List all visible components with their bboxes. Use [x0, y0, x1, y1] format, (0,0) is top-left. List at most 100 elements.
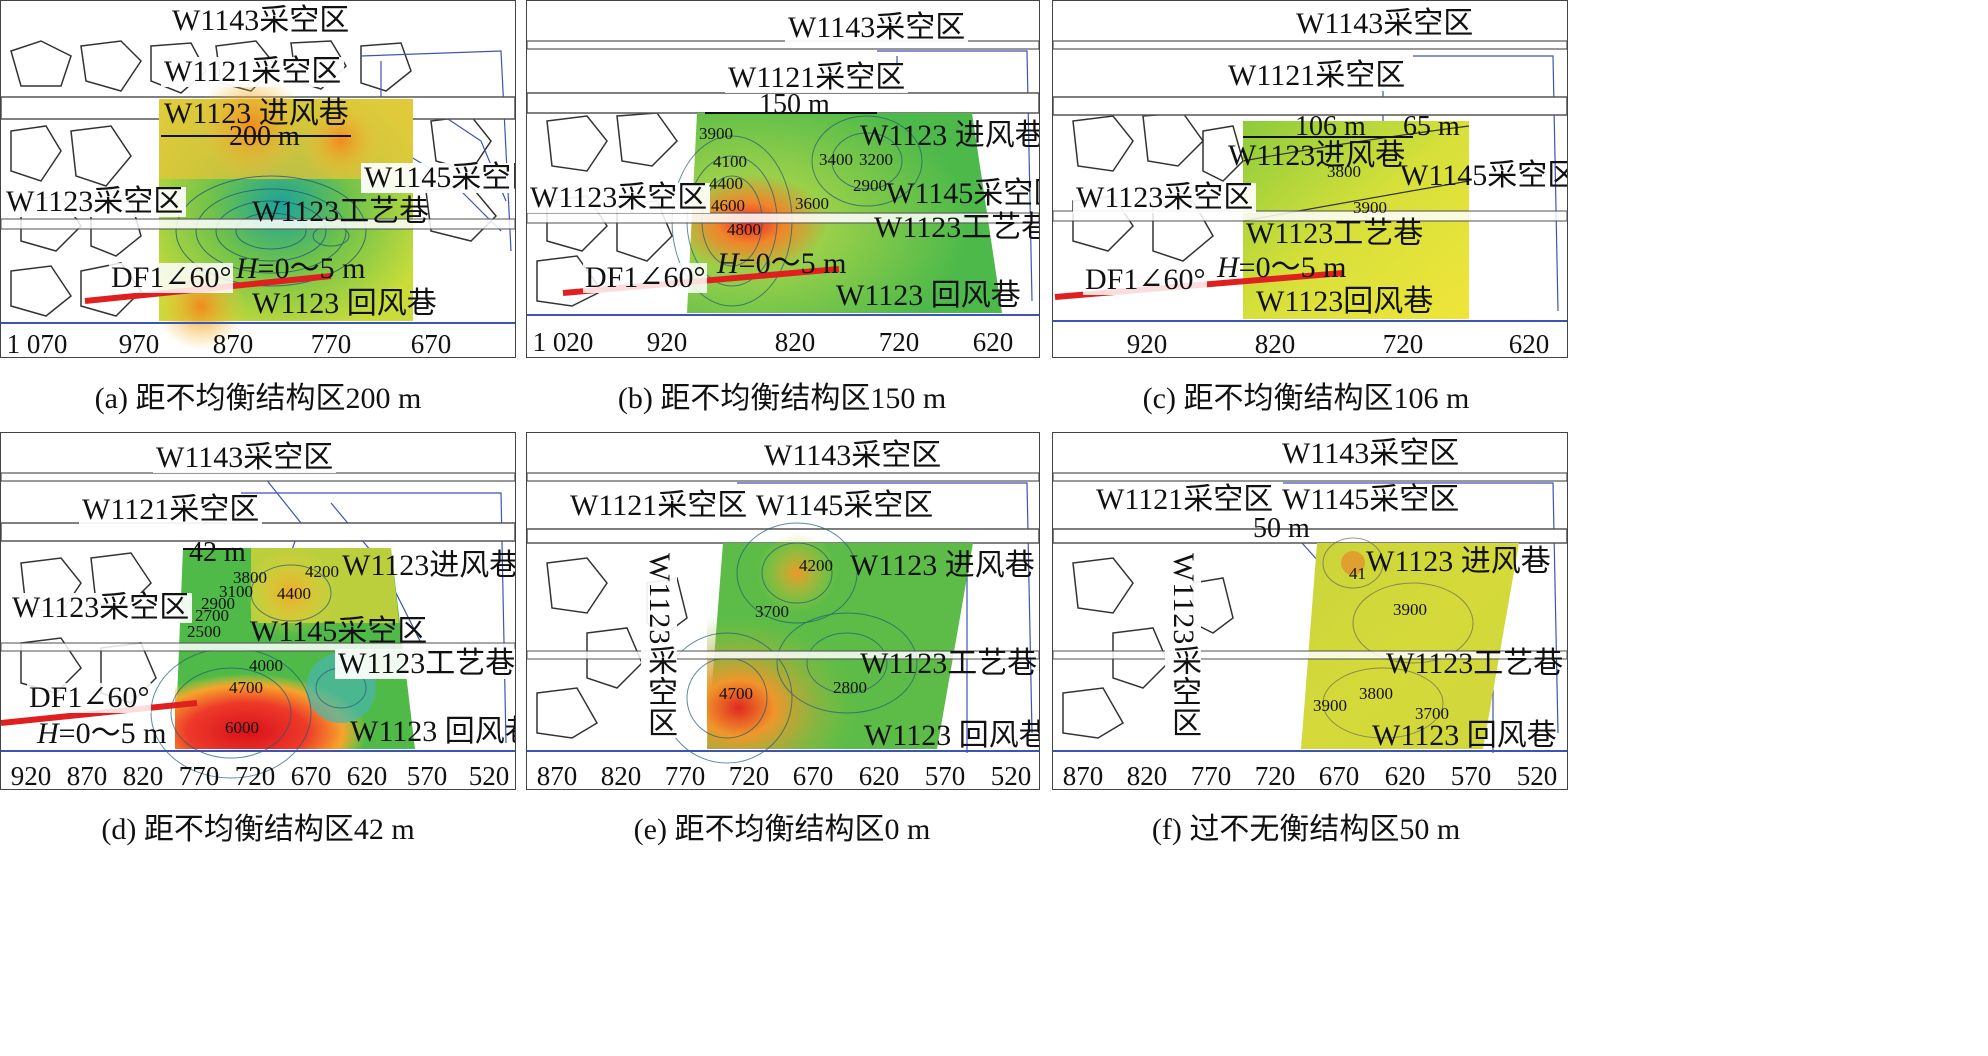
- tick-label: 620: [858, 761, 900, 790]
- isoline-label: 4700: [229, 678, 263, 697]
- tick-label: 520: [990, 761, 1032, 790]
- label-w1123-in: W1123 进风巷: [860, 119, 1040, 152]
- isoline-label: 3100: [219, 582, 253, 601]
- height-range: H=0～5 m: [1217, 251, 1347, 284]
- panel-d-map: [1, 472, 515, 779]
- tick-label: 720: [1254, 761, 1296, 790]
- label-w1123-area: W1123采空区: [3, 187, 187, 217]
- tick-label: 520: [468, 761, 510, 790]
- tick-label: 1 020: [532, 327, 594, 357]
- tick-label: 620: [346, 761, 388, 790]
- tick-label: 870: [212, 329, 254, 358]
- isoline-label: 4700: [719, 684, 753, 703]
- fault-label: DF1∠60°: [1083, 263, 1208, 296]
- isoline-label: 2900: [853, 176, 887, 195]
- tick-label: 520: [1516, 761, 1558, 790]
- label-w1143: W1143采空区: [1293, 9, 1477, 39]
- tick-label: 920: [1126, 329, 1168, 358]
- isoline-label: 3900: [1353, 198, 1387, 217]
- label-w1121: W1121采空区: [1093, 485, 1277, 515]
- x-axis-ticks: 920 820 720 620: [1053, 329, 1567, 358]
- label-w1123-gy: W1123工艺巷: [1246, 217, 1424, 250]
- tick-label: 770: [1190, 761, 1232, 790]
- label-w1145: W1145采空区: [1400, 159, 1568, 192]
- isoline-label: 3900: [1313, 696, 1347, 715]
- label-w1143: W1143采空区: [785, 13, 969, 43]
- tick-label: 720: [1382, 329, 1424, 358]
- label-w1123-in: W1123 进风巷: [1366, 545, 1551, 578]
- tick-label: 770: [664, 761, 706, 790]
- tick-label: 720: [878, 327, 920, 357]
- label-w1123-in: W1123 进风巷: [850, 549, 1035, 582]
- isoline-label: 4000: [249, 656, 283, 675]
- x-axis-ticks: 1 020 920 820 720 620: [527, 327, 1039, 357]
- tick-label: 720: [728, 761, 770, 790]
- label-w1123-in: W1123进风巷: [1228, 139, 1406, 172]
- isoline-label: 3700: [1415, 704, 1449, 723]
- tick-label: 970: [118, 329, 160, 358]
- isoline-label: 4400: [709, 174, 743, 193]
- tick-label: 620: [1384, 761, 1426, 790]
- panel-f-map: [1053, 472, 1567, 753]
- isoline-label: 4200: [305, 562, 339, 581]
- label-w1123-out: W1123 回风巷: [836, 279, 1021, 312]
- label-w1123-gy: W1123工艺巷: [335, 649, 515, 679]
- tick-label: 820: [122, 761, 164, 790]
- caption-b: (b) 距不均衡结构区150 m: [617, 382, 947, 415]
- label-w1121: W1121采空区: [1225, 61, 1409, 91]
- isoline-label: 2900: [201, 594, 235, 613]
- label-w1123-gy: W1123工艺巷: [874, 211, 1040, 244]
- panel-d: W1143采空区 W1121采空区 42 m W1123进风巷 W1123采空区…: [0, 432, 516, 790]
- fault-label: DF1∠60°: [27, 681, 152, 714]
- label-w1145: W1145采空区: [1279, 485, 1463, 515]
- isoline-label: 2800: [833, 678, 867, 697]
- dim-label: 200 m: [229, 121, 300, 152]
- dim-label: 42 m: [189, 537, 246, 568]
- panel-e-map: [527, 472, 1039, 764]
- isoline-label: 4400: [277, 584, 311, 603]
- tick-label: 870: [66, 761, 108, 790]
- isoline-label: 6000: [225, 718, 259, 737]
- label-w1145: W1145采空区: [753, 491, 937, 521]
- label-w1123-gy: W1123工艺巷: [1386, 647, 1564, 680]
- isoline-label: 3400: [819, 150, 853, 169]
- caption-e: (e) 距不均衡结构区0 m: [633, 813, 931, 846]
- x-axis-ticks: 920 870 820 770 720 670 620 570 520: [1, 761, 515, 790]
- isoline-label: 3800: [1327, 162, 1361, 181]
- label-w1123-out: W1123 回风巷: [1372, 719, 1557, 752]
- caption-c: (c) 距不均衡结构区106 m: [1142, 382, 1470, 415]
- panel-f: W1143采空区 W1121采空区 W1145采空区 50 m W1123采空区…: [1052, 432, 1568, 790]
- height-range: H=0～5 m: [236, 252, 366, 285]
- tick-label: 670: [410, 329, 452, 358]
- label-w1121: W1121采空区: [567, 491, 751, 521]
- panel-a: W1143采空区 W1121采空区 W1123 进风巷 200 m W1145采…: [0, 0, 516, 358]
- tick-label: 770: [310, 329, 352, 358]
- tick-label: 670: [792, 761, 834, 790]
- label-w1145: W1145采空区: [361, 163, 515, 193]
- isoline-label: 3600: [795, 194, 829, 213]
- panel-b-map: [527, 40, 1039, 316]
- height-range: H=0～5 m: [717, 247, 847, 280]
- label-w1143: W1143采空区: [1279, 439, 1463, 469]
- label-w1123-gy: W1123工艺巷: [860, 647, 1038, 680]
- label-w1121: W1121采空区: [725, 63, 909, 93]
- label-w1123-gy: W1123工艺巷: [252, 195, 430, 228]
- tick-label: 820: [1254, 329, 1296, 358]
- x-axis-ticks: 1 070 970 870 770 670: [1, 329, 515, 358]
- label-w1123-out: W1123 回风巷: [864, 719, 1040, 752]
- isoline-label: 3200: [859, 150, 893, 169]
- label-w1123-out: W1123 回风巷: [350, 715, 515, 748]
- isoline-label: 3900: [1393, 600, 1427, 619]
- label-w1121: W1121采空区: [161, 57, 345, 87]
- tick-label: 820: [1126, 761, 1168, 790]
- label-w1123-area: W1123采空区: [1165, 553, 1201, 739]
- label-w1123-out: W1123 回风巷: [252, 287, 437, 320]
- dim-label: 50 m: [1253, 513, 1310, 544]
- tick-label: 670: [1318, 761, 1360, 790]
- caption-d: (d) 距不均衡结构区42 m: [101, 813, 415, 846]
- tick-label: 870: [536, 761, 578, 790]
- caption-a: (a) 距不均衡结构区200 m: [94, 382, 422, 415]
- label-w1143: W1143采空区: [153, 443, 337, 473]
- panel-c: W1143采空区 W1121采空区 106 m 65 m W1123进风巷 W1…: [1052, 0, 1568, 358]
- isoline-label: 2700: [195, 606, 229, 625]
